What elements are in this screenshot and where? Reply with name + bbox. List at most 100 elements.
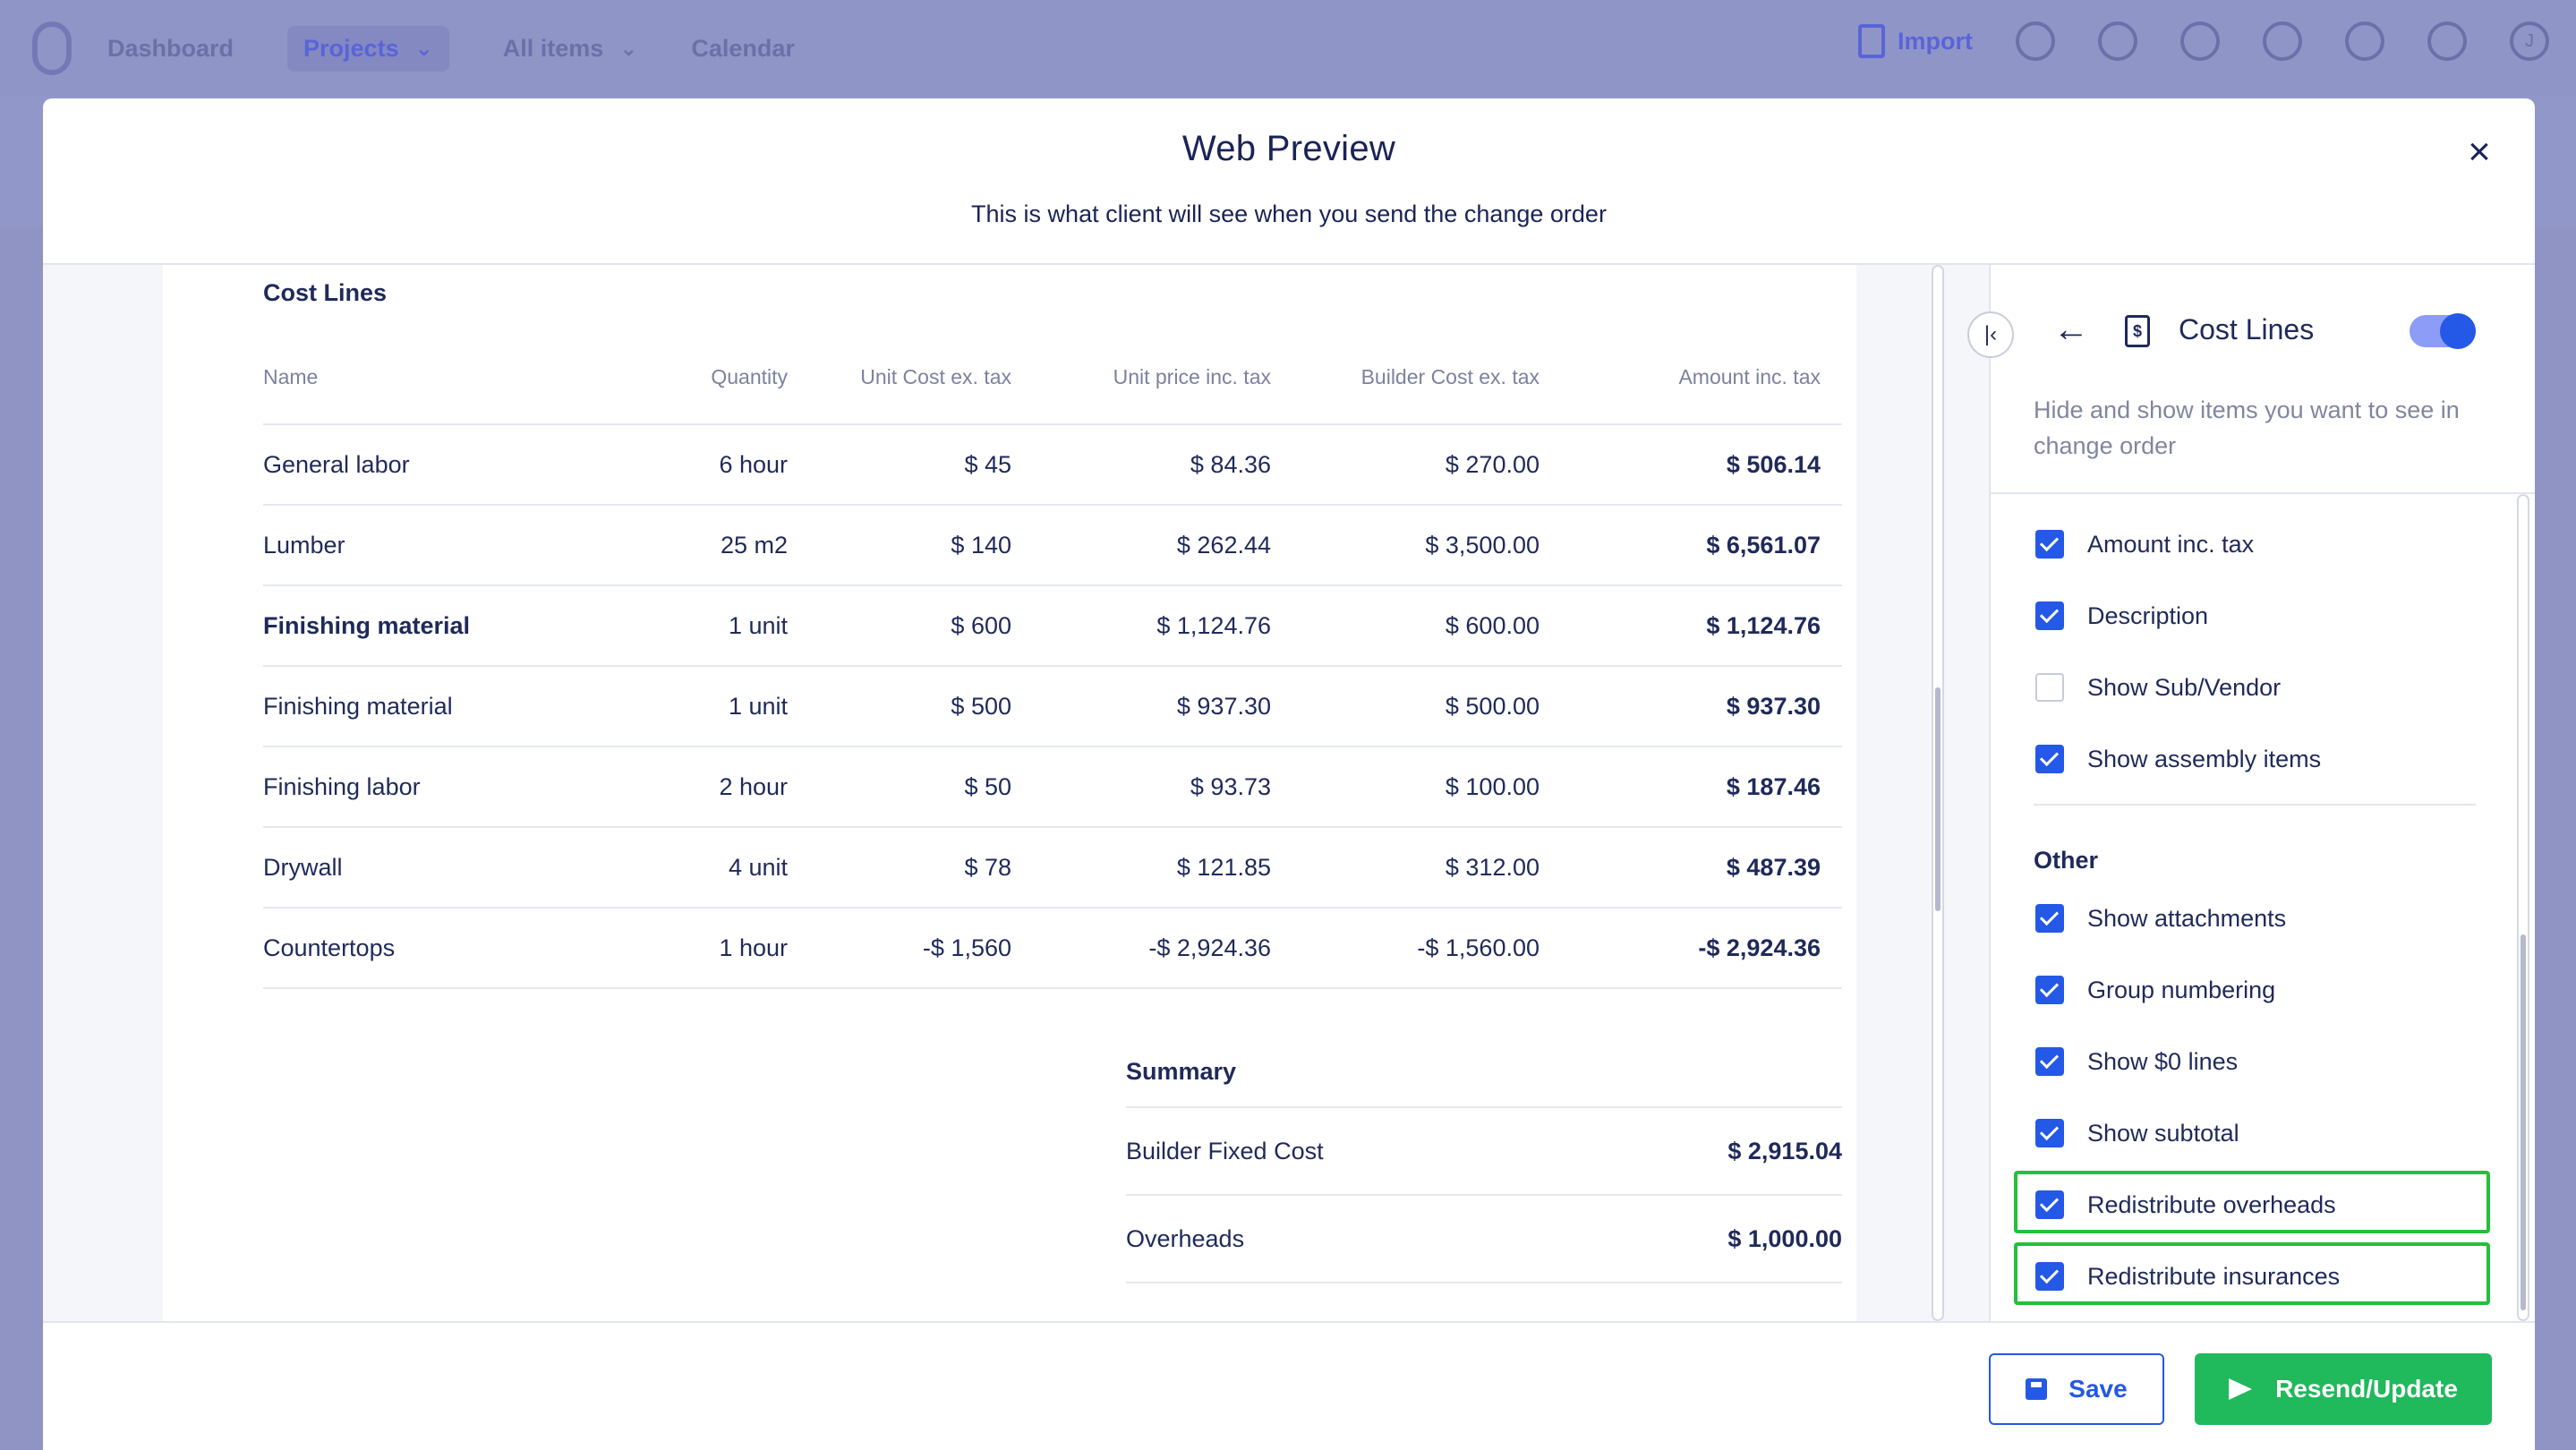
cell-quantity: 1 unit (639, 666, 809, 747)
cell-unit-cost: -$ 1,560 (809, 908, 1033, 989)
option-redistribute-insurances[interactable]: Redistribute insurances (2035, 1262, 2340, 1291)
cost-lines-toggle[interactable] (2410, 313, 2476, 349)
cell-quantity: 1 hour (639, 908, 809, 989)
summary-title: Summary (1126, 1058, 1842, 1108)
checkbox-checked[interactable] (2035, 1190, 2064, 1219)
cell-unit-cost: $ 78 (809, 827, 1033, 908)
cell-builder-cost: $ 312.00 (1292, 827, 1561, 908)
panel-scrollbar-thumb[interactable] (2521, 934, 2526, 1310)
cell-quantity: 2 hour (639, 746, 809, 828)
cell-unit-price: $ 93.73 (1033, 746, 1292, 828)
option-group-numbering[interactable]: Group numbering (2035, 976, 2275, 1004)
cell-unit-cost: $ 600 (809, 585, 1033, 667)
collapse-panel-icon[interactable]: |‹ (1967, 311, 2014, 358)
cell-quantity: 25 m2 (639, 505, 809, 586)
cell-unit-price: $ 84.36 (1033, 424, 1292, 506)
checkbox-checked[interactable] (2035, 1119, 2064, 1147)
preview-scrollbar-thumb[interactable] (1935, 687, 1941, 911)
save-button[interactable]: Save (1989, 1353, 2164, 1425)
checkbox-checked[interactable] (2035, 745, 2064, 773)
option-show-attachments[interactable]: Show attachments (2035, 904, 2286, 933)
highlight-box (2014, 1242, 2490, 1305)
chat-icon[interactable] (2345, 21, 2384, 61)
cell-amount: -$ 2,924.36 (1561, 908, 1842, 989)
preview-scrollbar[interactable] (1932, 265, 1944, 1321)
option-amount-inc-tax[interactable]: Amount inc. tax (2035, 530, 2254, 559)
checkbox-checked[interactable] (2035, 904, 2064, 933)
checkbox-checked[interactable] (2035, 530, 2064, 559)
option-description[interactable]: Description (2035, 601, 2208, 630)
option-label: Show $0 lines (2087, 1047, 2239, 1075)
table-row: Finishing material 1 unit $ 500 $ 937.30… (263, 666, 1842, 747)
apps-grid-icon[interactable] (2098, 21, 2137, 61)
options-divider (2034, 804, 2476, 806)
gear-icon[interactable] (2180, 21, 2220, 61)
preview-content: Cost Lines Name Quantity Unit Cost ex. t… (163, 265, 1856, 1321)
option-show-subtotal[interactable]: Show subtotal (2035, 1119, 2239, 1147)
table-row: Countertops 1 hour -$ 1,560 -$ 2,924.36 … (263, 908, 1842, 989)
summary-row: Builder Fixed Cost $ 2,915.04 (1126, 1108, 1842, 1196)
other-group-label: Other (2034, 847, 2099, 874)
import-label: Import (1898, 27, 1973, 55)
modal-subtitle: This is what client will see when you se… (971, 200, 1607, 227)
back-arrow-icon[interactable]: ← (2053, 310, 2089, 349)
cell-builder-cost: $ 100.00 (1292, 746, 1561, 828)
topbar-actions: Import J (1858, 21, 2549, 61)
nav-all-items-label: All items (502, 34, 604, 62)
app-logo[interactable] (32, 21, 72, 75)
avatar[interactable]: J (2510, 21, 2549, 61)
cell-amount: $ 187.46 (1561, 746, 1842, 828)
option-show-zero-lines[interactable]: Show $0 lines (2035, 1047, 2238, 1076)
option-label: Show Sub/Vendor (2087, 673, 2282, 701)
app-topbar: Dashboard Projects ⌄ All items ⌄ Calendar … (0, 0, 2576, 97)
cell-unit-price: -$ 2,924.36 (1033, 908, 1292, 989)
cell-amount: $ 937.30 (1561, 666, 1842, 747)
close-icon[interactable]: × (2468, 130, 2491, 174)
checkbox-checked[interactable] (2035, 1047, 2064, 1076)
import-button[interactable]: Import (1858, 24, 1973, 58)
option-show-sub-vendor[interactable]: Show Sub/Vendor (2035, 673, 2281, 702)
cell-name: Finishing material (263, 585, 639, 667)
col-amount: Amount inc. tax (1561, 365, 1842, 425)
col-builder-cost: Builder Cost ex. tax (1292, 365, 1561, 425)
table-row: General labor 6 hour $ 45 $ 84.36 $ 270.… (263, 424, 1842, 506)
cell-builder-cost: $ 3,500.00 (1292, 505, 1561, 586)
option-label: Redistribute overheads (2087, 1190, 2336, 1218)
summary-value: $ 1,000.00 (1727, 1224, 1842, 1252)
resend-update-button[interactable]: Resend/Update (2195, 1353, 2492, 1425)
summary-value: $ 2,915.04 (1727, 1137, 1842, 1164)
cell-name: Countertops (263, 908, 639, 989)
resend-update-label: Resend/Update (2275, 1375, 2458, 1403)
bell-icon[interactable] (2427, 21, 2467, 61)
panel-title: Cost Lines (2179, 313, 2315, 345)
panel-scrollbar[interactable] (2517, 494, 2529, 1321)
cell-amount: $ 487.39 (1561, 827, 1842, 908)
help-icon[interactable] (2016, 21, 2055, 61)
option-show-assembly-items[interactable]: Show assembly items (2035, 745, 2321, 773)
nav-all-items[interactable]: All items ⌄ (503, 35, 638, 63)
table-row: Lumber 25 m2 $ 140 $ 262.44 $ 3,500.00 $… (263, 505, 1842, 586)
avatar-initial: J (2525, 31, 2534, 51)
options-list: Amount inc. tax Description Show Sub/Ven… (1991, 494, 2535, 1321)
chevron-down-icon: ⌄ (414, 36, 433, 61)
nav-calendar[interactable]: Calendar (691, 35, 795, 63)
cell-quantity: 6 hour (639, 424, 809, 506)
checkbox-checked[interactable] (2035, 976, 2064, 1004)
save-label: Save (2068, 1375, 2128, 1403)
highlight-box (2014, 1171, 2490, 1233)
checkbox-checked[interactable] (2035, 1262, 2064, 1291)
cell-unit-price: $ 262.44 (1033, 505, 1292, 586)
option-label: Show subtotal (2087, 1119, 2239, 1147)
chevron-down-icon: ⌄ (619, 36, 638, 61)
cell-builder-cost: -$ 1,560.00 (1292, 908, 1561, 989)
users-icon[interactable] (2263, 21, 2302, 61)
nav-dashboard[interactable]: Dashboard (107, 35, 234, 63)
cell-unit-price: $ 937.30 (1033, 666, 1292, 747)
nav-projects[interactable]: Projects ⌄ (287, 25, 449, 72)
panel-divider (1991, 492, 2535, 494)
nav-dashboard-label: Dashboard (107, 34, 235, 62)
checkbox-unchecked[interactable] (2035, 673, 2064, 702)
option-redistribute-overheads[interactable]: Redistribute overheads (2035, 1190, 2336, 1219)
checkbox-checked[interactable] (2035, 601, 2064, 630)
summary-label: Overheads (1126, 1224, 1245, 1252)
